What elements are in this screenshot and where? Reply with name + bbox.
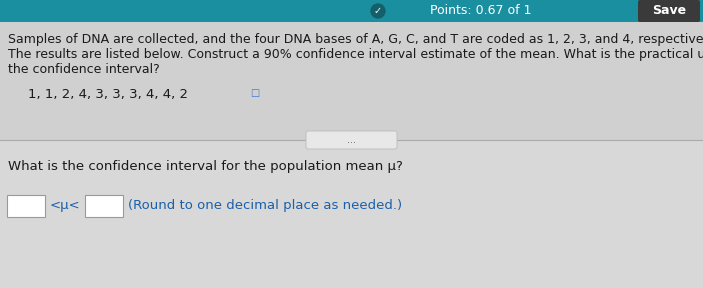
FancyBboxPatch shape xyxy=(306,131,397,149)
Text: ✓: ✓ xyxy=(374,6,382,16)
Bar xyxy=(0,140,703,288)
Text: ...: ... xyxy=(347,135,356,145)
Circle shape xyxy=(371,4,385,18)
Text: <μ<: <μ< xyxy=(50,200,81,213)
Text: the confidence interval?: the confidence interval? xyxy=(8,63,160,76)
Text: □: □ xyxy=(250,88,259,98)
Text: Samples of DNA are collected, and the four DNA bases of A, G, C, and T are coded: Samples of DNA are collected, and the fo… xyxy=(8,33,703,46)
Bar xyxy=(0,0,703,22)
Text: Save: Save xyxy=(652,5,686,18)
FancyBboxPatch shape xyxy=(85,195,123,217)
Text: The results are listed below. Construct a 90% confidence interval estimate of th: The results are listed below. Construct … xyxy=(8,48,703,61)
Text: (Round to one decimal place as needed.): (Round to one decimal place as needed.) xyxy=(128,200,402,213)
Bar xyxy=(0,22,703,140)
Text: What is the confidence interval for the population mean μ?: What is the confidence interval for the … xyxy=(8,160,403,173)
Text: 1, 1, 2, 4, 3, 3, 3, 4, 4, 2: 1, 1, 2, 4, 3, 3, 3, 4, 4, 2 xyxy=(28,88,188,101)
FancyBboxPatch shape xyxy=(7,195,45,217)
FancyBboxPatch shape xyxy=(638,0,700,22)
Text: Points: 0.67 of 1: Points: 0.67 of 1 xyxy=(430,5,531,18)
